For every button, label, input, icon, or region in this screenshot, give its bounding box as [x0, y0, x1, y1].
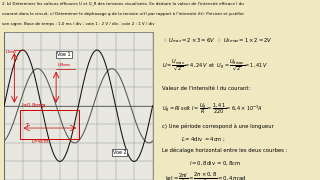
Text: Voe 1: Voe 1 [57, 52, 71, 57]
Text: $\varphi$: $\varphi$ [40, 102, 46, 110]
Text: $\diamondsuit$ $U_{max}=2\times3=6V$  $\diamondsuit$ $U_{Rmax}=1\times2=2V$: $\diamondsuit$ $U_{max}=2\times3=6V$ $\d… [162, 36, 273, 45]
Text: $u_{Rmax}$: $u_{Rmax}$ [57, 61, 72, 69]
Text: Valeur de l'intensité I du courant:: Valeur de l'intensité I du courant: [162, 86, 250, 91]
Text: L=4cm: L=4cm [32, 139, 50, 144]
Text: Voe 2: Voe 2 [113, 150, 126, 155]
Text: T: T [26, 123, 28, 128]
Text: $U_R=RI$ soit $I=\dfrac{U_R}{R}=\dfrac{1,41}{220}=6,4\times10^{-3}A$: $U_R=RI$ soit $I=\dfrac{U_R}{R}=\dfrac{1… [162, 101, 263, 116]
Text: 2. b) Déterminer les valeurs efficaces U et U_R des tensions visualisées. En déd: 2. b) Déterminer les valeurs efficaces U… [2, 2, 244, 6]
Text: son signe. Base de temps : 1,0 ms / div ; voie 1 : 2 V / div ; voie 2 : 1 V / di: son signe. Base de temps : 1,0 ms / div … [2, 22, 154, 26]
Text: Le décalage horizontal entre les deux courbes :: Le décalage horizontal entre les deux co… [162, 147, 287, 153]
Text: $l=0,8$div $=0,8$cm: $l=0,8$div $=0,8$cm [189, 159, 242, 167]
Text: $u_{max}$: $u_{max}$ [5, 48, 18, 56]
Text: $U=\dfrac{U_{max}}{\sqrt{2}}=4,24V$  et  $U_R=\dfrac{U_{Rmax}}{\sqrt{2}}=1,41V$: $U=\dfrac{U_{max}}{\sqrt{2}}=4,24V$ et $… [162, 58, 268, 73]
Text: $l$=0,8cm: $l$=0,8cm [21, 102, 43, 109]
Text: $|\varphi|=\dfrac{2\pi l}{L}=\dfrac{2\pi\times0,8}{4}=0,4\pi\,\mathrm{rad}$: $|\varphi|=\dfrac{2\pi l}{L}=\dfrac{2\pi… [165, 171, 246, 180]
Text: courant dans le circuit. c) Déterminer le déphasage φ de la tension u(t) par rap: courant dans le circuit. c) Déterminer l… [2, 12, 244, 16]
Bar [20, 110, 79, 139]
Text: c) Une période correspond à une longueur: c) Une période correspond à une longueur [162, 123, 274, 129]
Text: $L=4$div $=4$cm ;: $L=4$div $=4$cm ; [181, 135, 226, 143]
